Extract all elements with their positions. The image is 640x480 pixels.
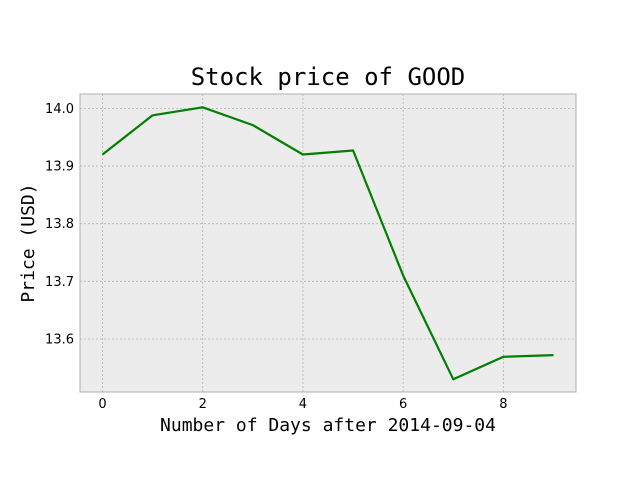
x-tick-label: 8 <box>499 397 507 412</box>
y-tick-label: 13.6 <box>45 332 74 347</box>
x-tick-label: 4 <box>299 397 307 412</box>
y-gridlines <box>80 108 576 340</box>
y-axis-ticks: 13.6 13.7 13.8 13.9 14.0 <box>45 102 74 348</box>
y-tick-label: 13.9 <box>45 160 74 175</box>
chart-title: Stock price of GOOD <box>191 63 466 91</box>
price-line <box>101 106 554 381</box>
x-axis-label: Number of Days after 2014-09-04 <box>160 415 496 436</box>
plot-area <box>79 93 577 393</box>
y-tick-label: 13.8 <box>45 217 74 232</box>
x-tick-label: 6 <box>399 397 407 412</box>
y-tick-label: 13.7 <box>45 275 74 290</box>
y-axis-label: Price (USD) <box>18 183 39 302</box>
y-tick-label: 14.0 <box>45 102 74 117</box>
x-tick-label: 0 <box>98 397 106 412</box>
x-gridlines <box>102 94 504 392</box>
series-group <box>101 106 554 381</box>
x-axis-ticks: 0 2 4 6 8 <box>98 397 507 412</box>
x-tick-label: 2 <box>199 397 207 412</box>
